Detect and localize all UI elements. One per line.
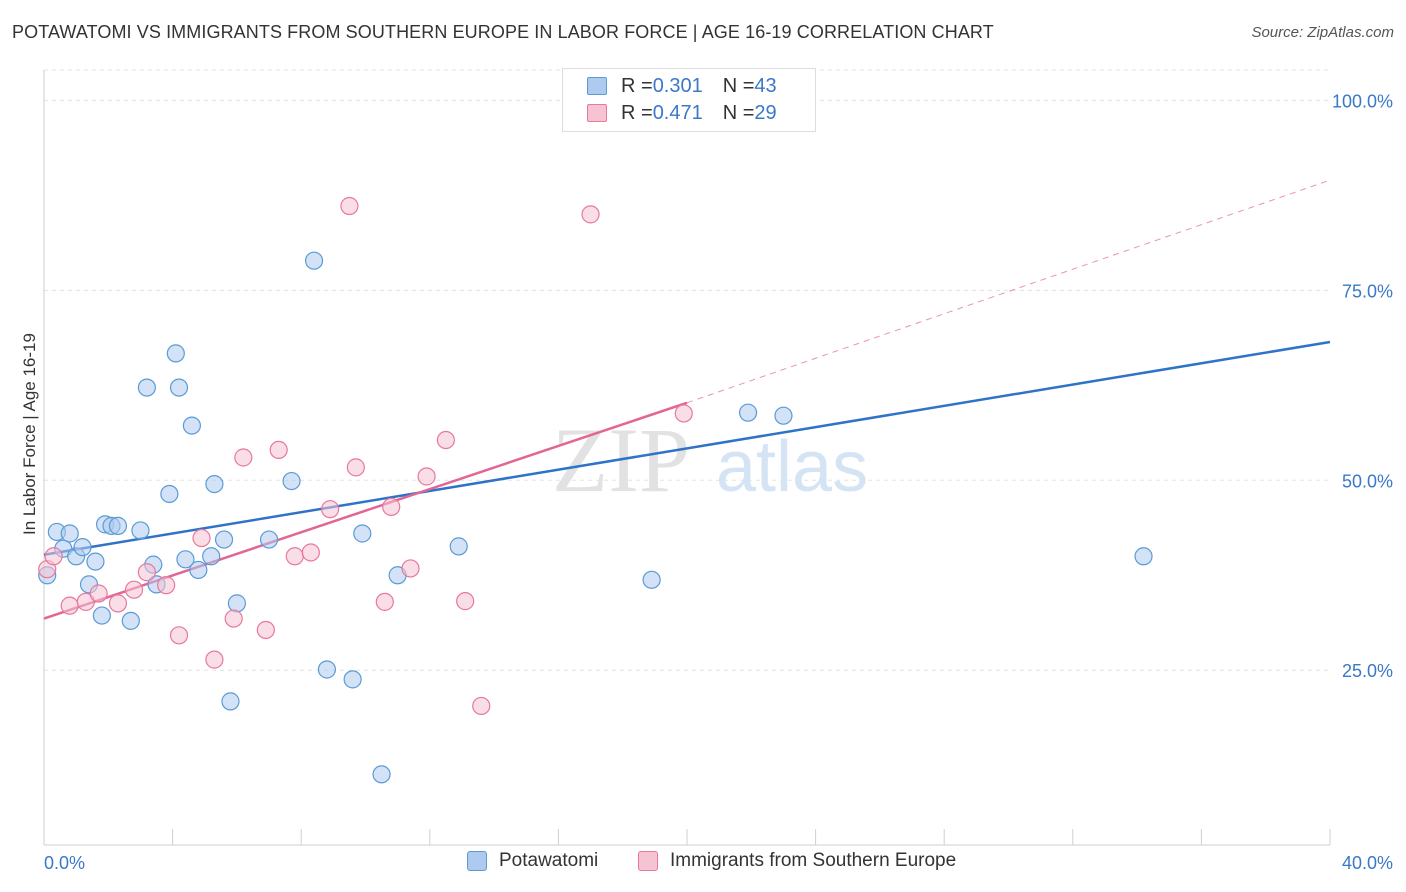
immigrants-point <box>89 584 108 603</box>
immigrants-point <box>472 696 491 716</box>
potawatomi-point <box>642 570 661 589</box>
immigrants-point <box>137 563 156 582</box>
immigrants-point <box>301 543 320 562</box>
immigrants-point <box>192 528 211 548</box>
immigrants-point <box>321 500 340 519</box>
potawatomi-point <box>92 606 111 625</box>
legend-item-potawatomi[interactable]: Potawatomi <box>467 850 598 872</box>
stats-row-potawatomi: R = 0.301 N = 43 <box>587 73 777 99</box>
potawatomi-point <box>304 251 324 270</box>
r-value: 0.471 <box>652 101 703 124</box>
potawatomi-point <box>60 524 79 543</box>
potawatomi-point <box>189 560 208 580</box>
immigrants-point <box>256 620 275 640</box>
immigrants-point <box>401 559 420 578</box>
immigrants-point <box>346 458 365 477</box>
potawatomi-point <box>1134 547 1153 566</box>
y-tick-label: 25.0% <box>1342 661 1393 681</box>
potawatomi-point <box>131 521 150 540</box>
stats-row-immigrants: R = 0.471 N = 29 <box>587 100 777 126</box>
y-tick-label: 75.0% <box>1342 281 1393 301</box>
y-axis-label: In Labor Force | Age 16-19 <box>20 333 39 535</box>
potawatomi-point <box>317 660 337 679</box>
potawatomi-point <box>160 484 179 504</box>
potawatomi-point <box>214 530 234 549</box>
potawatomi-point <box>121 611 140 630</box>
chart-title: POTAWATOMI VS IMMIGRANTS FROM SOUTHERN E… <box>12 22 994 42</box>
immigrants-point <box>285 547 304 566</box>
legend-label: Potawatomi <box>499 850 599 871</box>
immigrants-point <box>169 626 189 645</box>
immigrants-point <box>581 205 600 224</box>
potawatomi-point <box>449 537 468 556</box>
potawatomi-legend-swatch <box>467 851 487 871</box>
immigrants-legend-swatch <box>638 851 658 871</box>
gridlines <box>44 69 1330 671</box>
potawatomi-point <box>202 547 221 566</box>
immigrants-point <box>108 594 128 613</box>
potawatomi-point <box>343 670 362 689</box>
y-tick-label: 50.0% <box>1342 471 1393 491</box>
axes <box>43 70 1331 846</box>
potawatomi-swatch <box>587 77 607 95</box>
potawatomi-point <box>221 692 240 711</box>
n-value: 43 <box>754 74 777 97</box>
potawatomi-point <box>227 594 246 613</box>
immigrants-trend-extension <box>686 179 1331 404</box>
source-credit: Source: ZipAtlas.com <box>1251 24 1394 41</box>
x-tick-label: 40.0% <box>1342 853 1393 873</box>
immigrants-point <box>44 547 63 566</box>
legend-item-immigrants[interactable]: Immigrants from Southern Europe <box>638 850 956 872</box>
y-tick-label: 100.0% <box>1332 91 1393 111</box>
immigrants-point <box>382 497 401 516</box>
immigrants-point <box>436 430 455 450</box>
potawatomi-point <box>169 378 189 397</box>
potawatomi-point <box>166 344 185 363</box>
potawatomi-point <box>176 550 195 569</box>
immigrants-swatch <box>587 104 607 122</box>
immigrants-point <box>340 196 359 216</box>
potawatomi-point <box>259 530 279 549</box>
immigrants-point <box>205 650 224 669</box>
r-value: 0.301 <box>652 74 703 97</box>
r-label: R = <box>621 101 653 124</box>
r-label: R = <box>621 74 653 97</box>
immigrants-point <box>124 580 144 599</box>
immigrants-point <box>234 448 253 467</box>
legend-label: Immigrants from Southern Europe <box>670 850 957 871</box>
series-legend: Potawatomi Immigrants from Southern Euro… <box>0 850 1406 878</box>
potawatomi-point <box>738 403 758 422</box>
immigrants-point <box>674 404 693 423</box>
watermark: ZIP atlas <box>552 409 868 511</box>
potawatomi-point <box>73 538 92 557</box>
immigrants-point <box>456 592 475 611</box>
tick-labels: 25.0% 50.0% 75.0% 100.0% 0.0% 40.0% <box>44 91 1393 873</box>
immigrants-point <box>60 596 79 615</box>
n-label: N = <box>722 74 755 97</box>
potawatomi-point <box>137 378 156 397</box>
potawatomi-point <box>108 516 128 535</box>
potawatomi-point <box>372 765 391 784</box>
immigrants-point <box>375 592 394 611</box>
immigrants-point <box>417 467 436 486</box>
potawatomi-trend-line <box>43 340 1331 556</box>
potawatomi-point <box>353 524 372 543</box>
potawatomi-point <box>86 552 105 571</box>
x-tick-label: 0.0% <box>44 853 85 873</box>
immigrants-point <box>157 576 176 595</box>
potawatomi-point <box>205 474 224 494</box>
potawatomi-point <box>182 416 201 435</box>
potawatomi-point <box>282 471 301 491</box>
n-value: 29 <box>754 101 777 124</box>
n-label: N = <box>722 101 755 124</box>
potawatomi-point <box>774 406 793 425</box>
immigrants-point <box>76 592 95 611</box>
immigrants-point <box>269 440 288 460</box>
immigrants-point <box>224 609 243 628</box>
stats-legend: R = 0.301 N = 43 R = 0.471 N = 29 <box>562 68 816 132</box>
